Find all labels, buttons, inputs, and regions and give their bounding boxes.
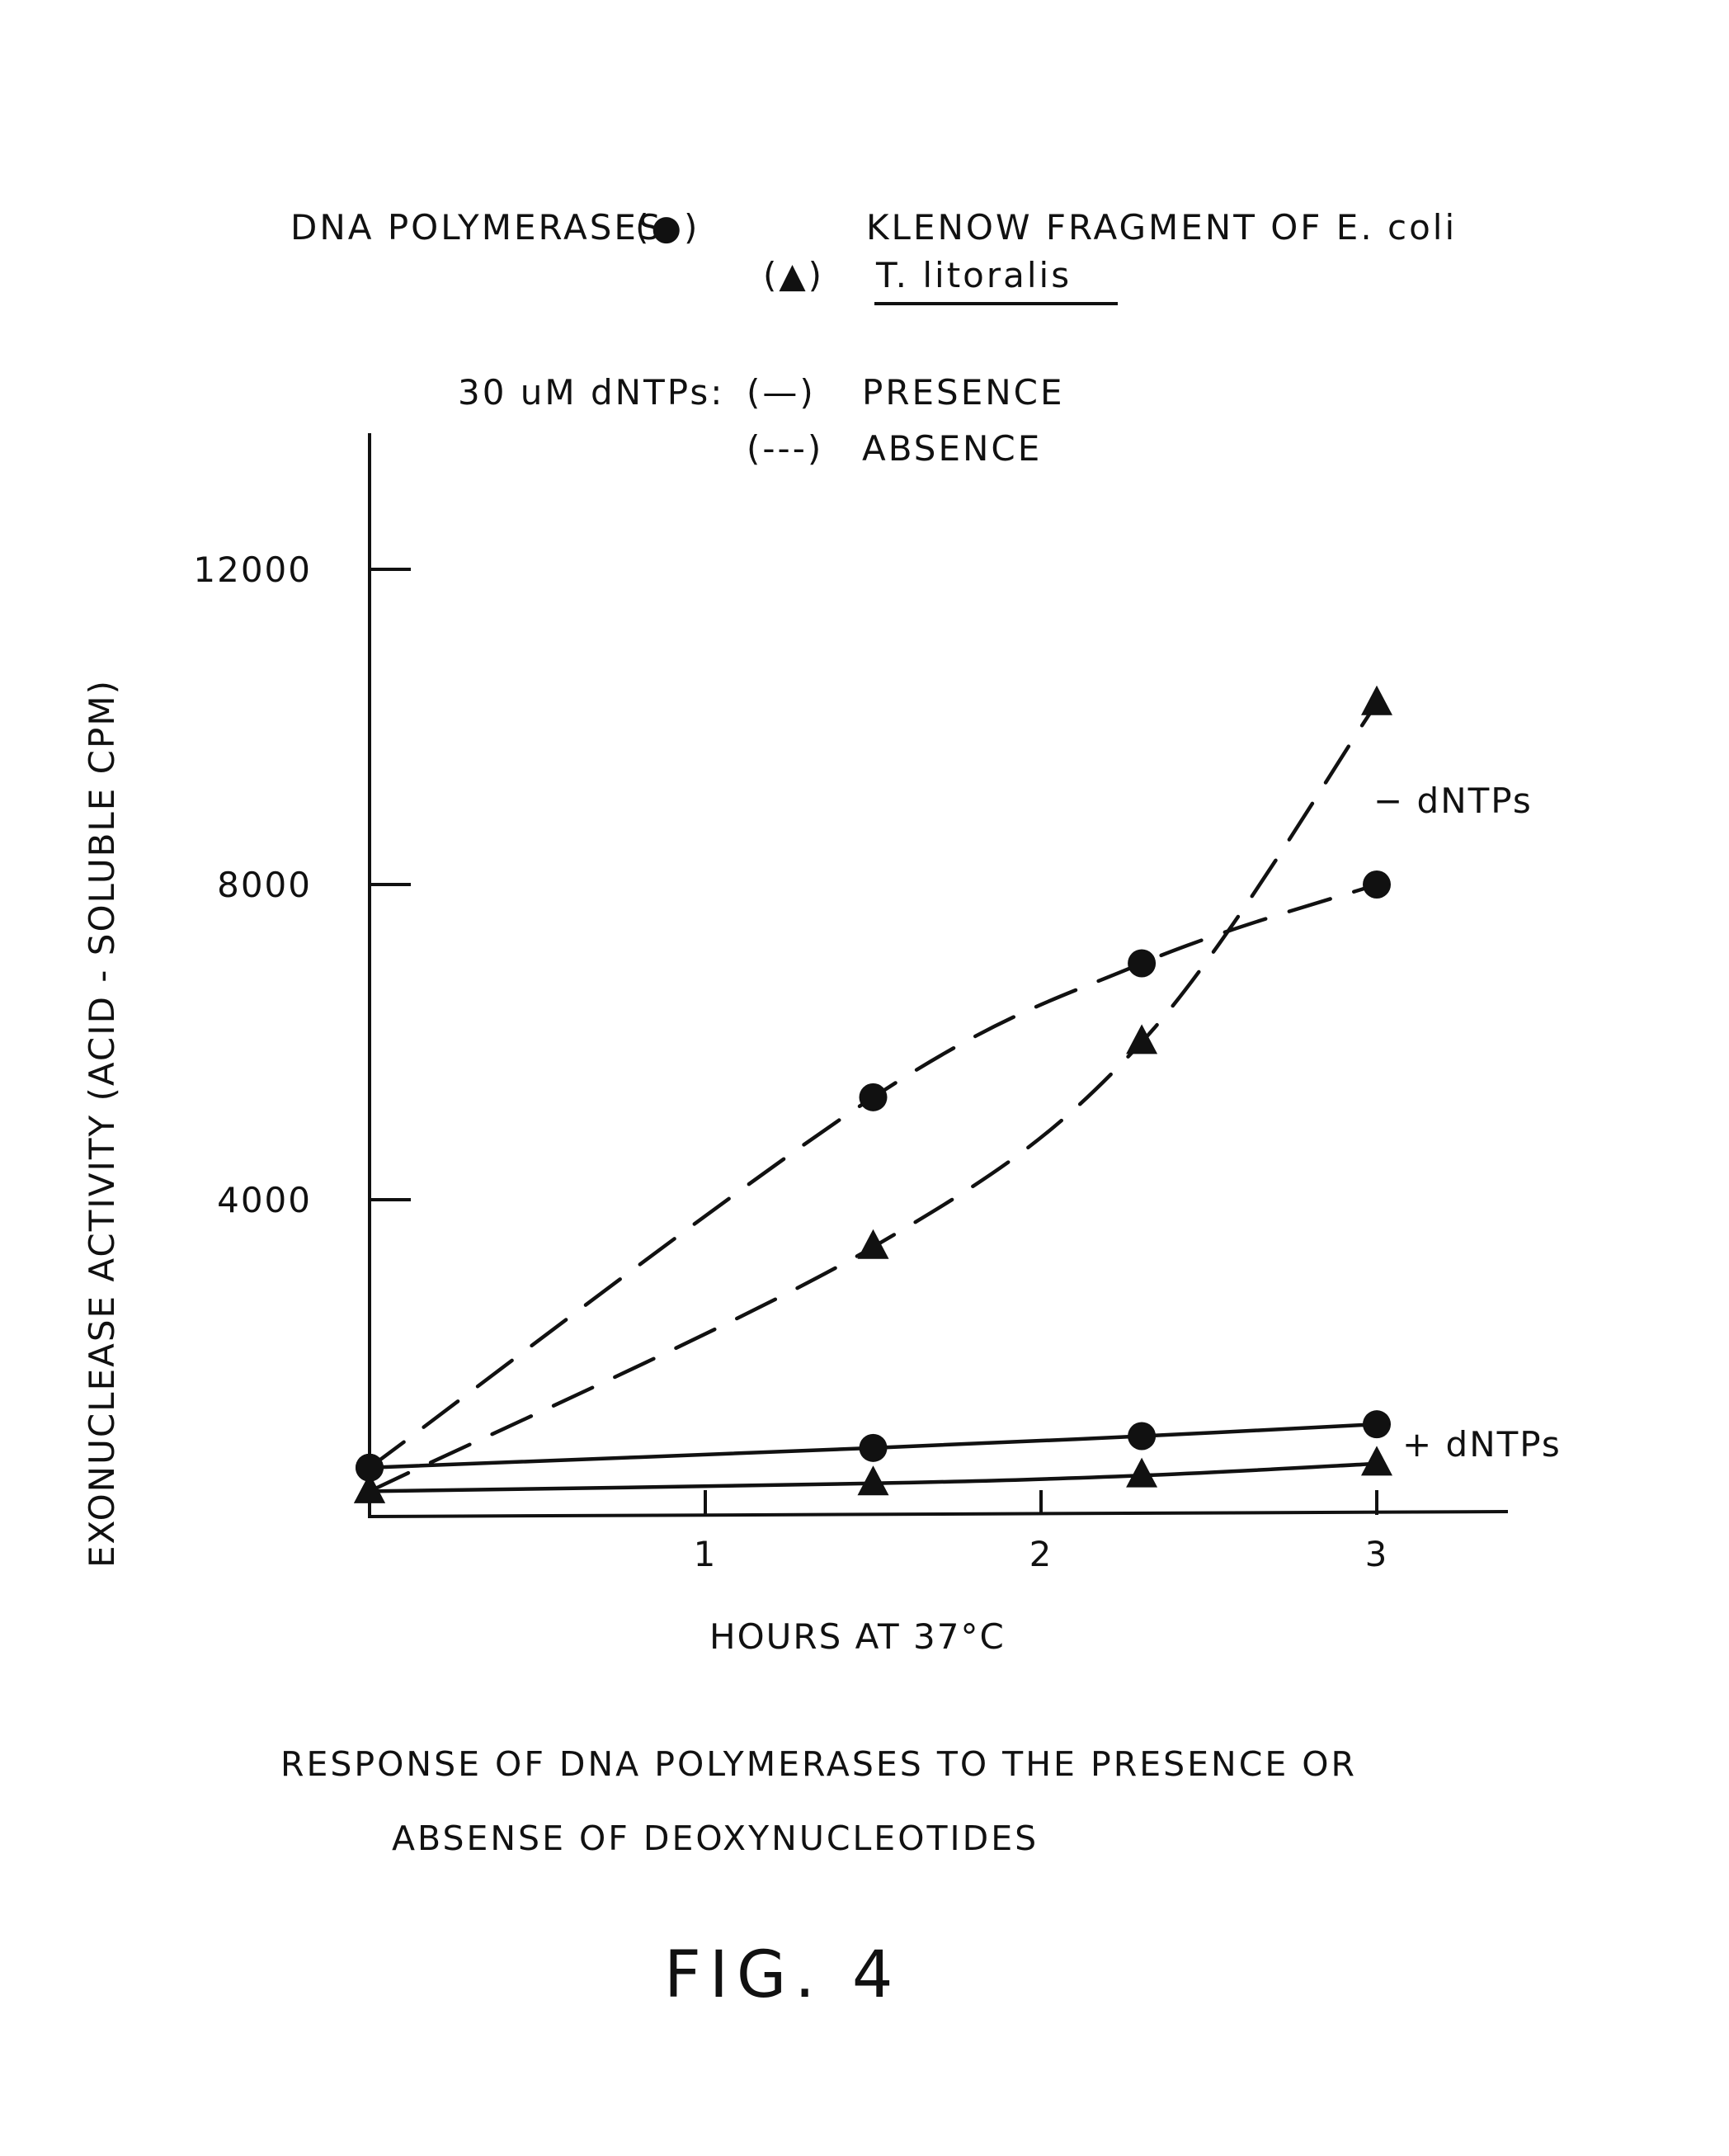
data-point-circle [1128,1422,1156,1451]
data-point-circle [860,1083,888,1111]
data-point-triangle [858,1465,889,1495]
legend-title-label: DNA POLYMERASES: [290,207,677,248]
legend-tli-symbol: (▲) [763,255,824,295]
caption-line-1: RESPONSE OF DNA POLYMERASES TO THE PRESE… [280,1744,1357,1784]
data-point-circle [1128,950,1156,978]
x-tick-label: 1 [694,1534,718,1574]
data-point-circle [860,1434,888,1462]
data-point-triangle [1361,686,1392,715]
legend-dntp-label: 30 uM dNTPs: [458,372,724,413]
data-point-triangle [1361,1446,1392,1475]
y-axis-label: EXONUCLEASE ACTIVITY (ACID - SOLUBLE CPM… [82,679,122,1568]
data-point-triangle [354,1474,385,1503]
legend-absence-label: ABSENCE [862,428,1042,469]
legend-tli-label: T. litoralis [875,255,1072,295]
data-point-circle [1363,1410,1391,1438]
legend-klenow-label: KLENOW FRAGMENT OF E. coli [866,207,1457,248]
y-tick-label: 8000 [217,865,312,905]
data-point-circle [1363,870,1391,899]
legend-presence-symbol: (—) [747,372,816,413]
x-axis [370,1512,1508,1517]
series-group [354,686,1392,1503]
figure-label: FIG. 4 [664,1938,902,2012]
legend-presence-label: PRESENCE [862,372,1065,413]
annotation-minus-dntps: − dNTPs [1373,781,1533,821]
legend-klenow-symbol: (●) [635,207,700,248]
y-tick-label: 12000 [193,550,312,590]
series-line-1 [370,885,1377,1468]
legend-absence-symbol: (---) [747,428,823,469]
data-point-triangle [1126,1458,1157,1488]
x-axis-label: HOURS AT 37°C [709,1616,1006,1657]
axis-ticks: 4000 8000 12000 1 2 3 [193,550,1388,1574]
data-point-triangle [858,1229,889,1259]
y-tick-label: 4000 [217,1180,312,1220]
caption-line-2: ABSENSE OF DEOXYNUCLEOTIDES [392,1819,1039,1858]
x-tick-label: 2 [1029,1534,1053,1574]
annotation-plus-dntps: + dNTPs [1402,1424,1562,1465]
x-tick-label: 3 [1365,1534,1389,1574]
